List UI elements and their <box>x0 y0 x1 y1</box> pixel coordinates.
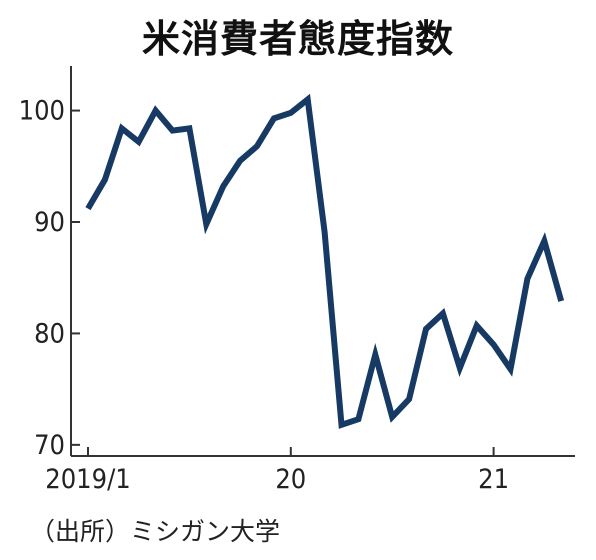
y-tick-label: 80 <box>34 318 65 349</box>
plot-area <box>85 93 565 429</box>
series-line <box>85 93 565 429</box>
x-tick-label: 2019/1 <box>45 464 130 495</box>
source-note: （出所）ミシガン大学 <box>30 517 281 546</box>
chart-title: 米消費者態度指数 <box>141 17 454 61</box>
x-tick-label: 21 <box>478 464 509 495</box>
y-tick-label: 90 <box>34 207 65 238</box>
x-tick-label: 20 <box>275 464 306 495</box>
y-tick-label: 70 <box>34 430 65 461</box>
y-tick-label: 100 <box>19 96 65 127</box>
chart-axes: 70 80 90 100 2019/1 20 21 <box>19 66 575 495</box>
